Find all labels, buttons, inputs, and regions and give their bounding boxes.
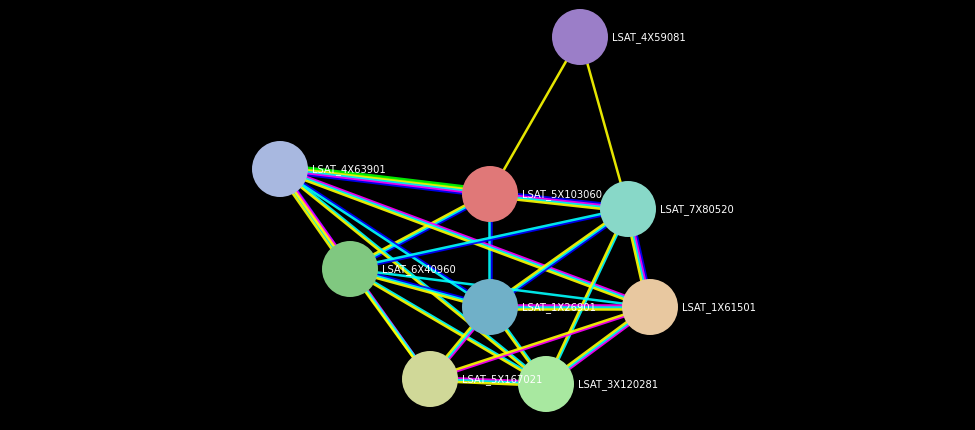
Text: LSAT_5X167021: LSAT_5X167021 (462, 374, 542, 384)
Text: LSAT_4X59081: LSAT_4X59081 (612, 33, 685, 43)
Text: LSAT_4X63901: LSAT_4X63901 (312, 164, 386, 175)
Circle shape (322, 241, 378, 297)
Text: LSAT_7X80520: LSAT_7X80520 (660, 204, 734, 215)
Text: LSAT_1X26901: LSAT_1X26901 (522, 302, 596, 313)
Circle shape (552, 10, 608, 66)
Text: LSAT_3X120281: LSAT_3X120281 (578, 379, 658, 390)
Text: LSAT_5X103060: LSAT_5X103060 (522, 189, 602, 200)
Circle shape (252, 141, 308, 197)
Circle shape (622, 280, 678, 335)
Text: LSAT_6X40960: LSAT_6X40960 (382, 264, 455, 275)
Circle shape (402, 351, 458, 407)
Text: LSAT_1X61501: LSAT_1X61501 (682, 302, 756, 313)
Circle shape (462, 280, 518, 335)
Circle shape (600, 181, 656, 237)
Circle shape (518, 356, 574, 412)
Circle shape (462, 166, 518, 222)
